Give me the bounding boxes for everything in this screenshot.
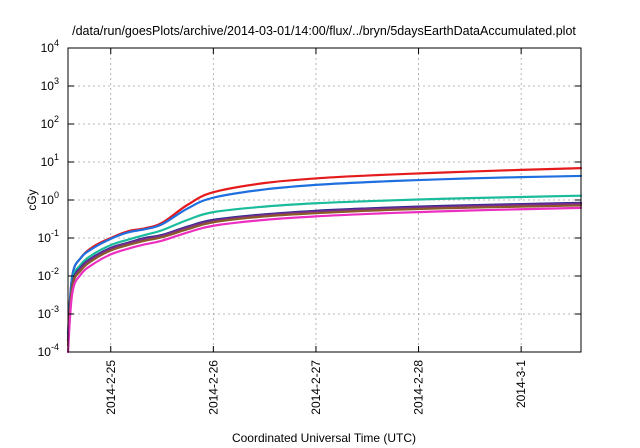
y-tick-label: 103	[41, 76, 59, 93]
y-tick-label: 10-3	[38, 304, 59, 321]
ticks	[68, 47, 581, 353]
series-line-1	[66, 167, 583, 335]
x-tick-label: 2014-2-26	[206, 360, 220, 415]
series-line-7	[66, 206, 583, 354]
y-tick-label: 102	[41, 114, 59, 131]
y-tick-label: 104	[41, 38, 59, 55]
grid	[68, 48, 581, 352]
y-axis-label: cGy	[25, 189, 39, 210]
y-tick-label: 101	[41, 152, 59, 169]
series-line-5	[66, 202, 583, 342]
y-tick-labels: 10-4 10-3 10-2 10-1 100 101 102 103 104	[38, 38, 59, 359]
series-line-3	[66, 194, 583, 342]
series-line-2	[66, 174, 583, 335]
series-line-6	[66, 204, 583, 347]
x-tick-labels: 2014-2-25 2014-2-26 2014-2-27 2014-2-28 2014…	[104, 360, 528, 415]
x-tick-label: 2014-3-1	[514, 360, 528, 408]
x-axis-label: Coordinated Universal Time (UTC)	[232, 431, 416, 445]
x-tick-label: 2014-2-27	[309, 360, 323, 415]
y-tick-label: 10-1	[38, 228, 59, 245]
series-layer	[66, 167, 583, 354]
chart-title: /data/run/goesPlots/archive/2014-03-01/1…	[72, 24, 576, 38]
series-line-4	[66, 201, 583, 342]
y-tick-label: 100	[41, 190, 59, 207]
y-tick-label: 10-4	[38, 342, 59, 359]
y-tick-label: 10-2	[38, 266, 59, 283]
x-tick-label: 2014-2-28	[412, 360, 426, 415]
x-tick-label: 2014-2-25	[104, 360, 118, 415]
